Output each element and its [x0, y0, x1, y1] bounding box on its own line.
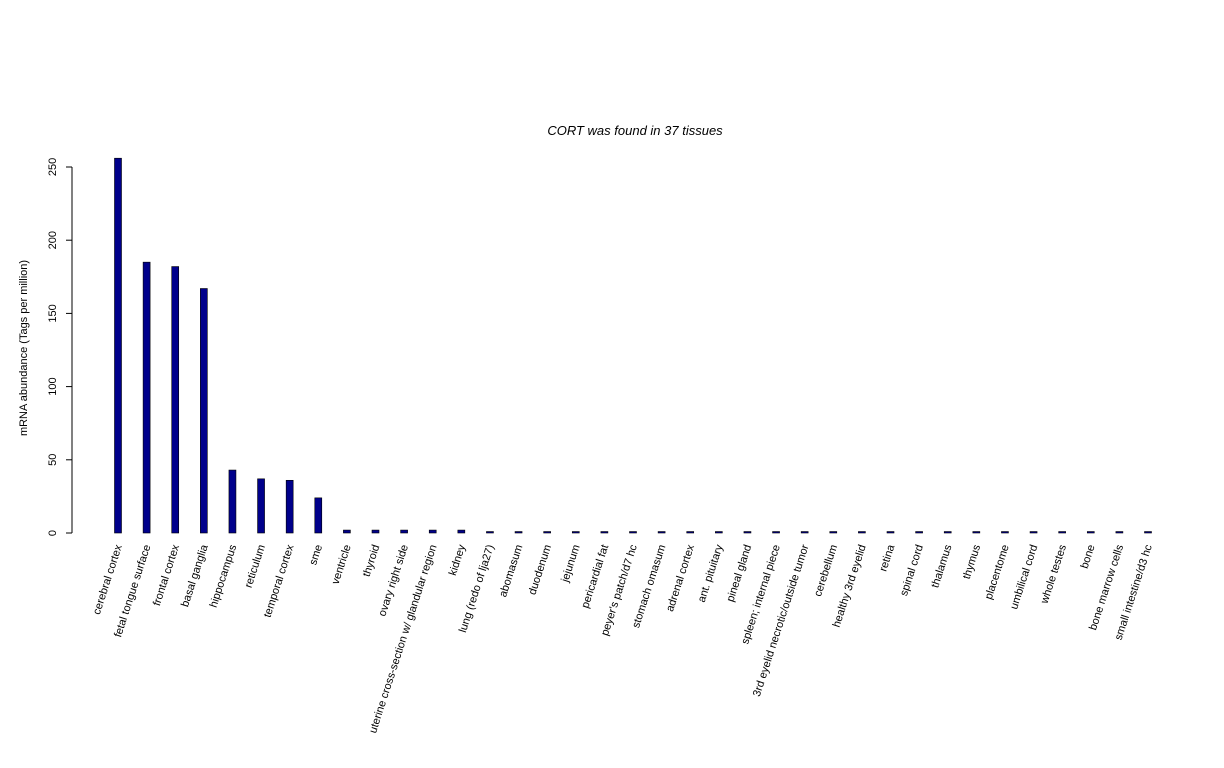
x-tick-label: cerebellum: [812, 543, 840, 598]
y-tick-label: 50: [47, 454, 59, 466]
x-tick-label: bone: [1079, 543, 1098, 570]
x-tick-label: placentome: [983, 543, 1012, 601]
bar: [314, 497, 323, 534]
bar: [629, 531, 637, 534]
x-tick-label: spinal cord: [898, 543, 926, 597]
x-tick-label: cerebral cortex: [91, 543, 125, 616]
x-tick-label: umbilical cord: [1008, 543, 1040, 611]
bar: [829, 531, 838, 534]
x-tick-label: 3rd eyelid necrotic/outside tumor: [751, 543, 812, 698]
bar: [772, 531, 780, 534]
bar: [400, 529, 408, 534]
bar: [285, 479, 294, 534]
bar: [1086, 531, 1095, 534]
x-tick-label: adrenal cortex: [664, 543, 697, 613]
x-tick-label: whole testes: [1038, 543, 1069, 606]
bar: [886, 531, 895, 534]
y-tick-label: 150: [47, 304, 59, 322]
bar: [915, 531, 923, 534]
bar: [228, 469, 237, 534]
bar: [457, 529, 466, 534]
bar: [571, 531, 580, 534]
bar: [972, 531, 981, 534]
x-tick-label: temporal cortex: [262, 543, 297, 619]
y-tick-label: 200: [47, 231, 59, 249]
bar: [200, 288, 208, 534]
y-axis-label: mRNA abundance (Tags per million): [18, 260, 30, 436]
bar: [1001, 531, 1009, 534]
bar: [800, 531, 809, 534]
bar: [1058, 531, 1066, 534]
bar: [1144, 531, 1152, 534]
bar: [600, 531, 609, 534]
bar: [743, 531, 752, 534]
bar: [543, 531, 551, 534]
x-tick-label: thymus: [961, 543, 984, 581]
bar: [858, 531, 866, 534]
y-tick-label: 250: [47, 158, 59, 176]
x-tick-label: sme: [307, 543, 325, 566]
bar: [257, 478, 265, 534]
x-tick-label: duodenum: [527, 543, 554, 596]
bar: [343, 529, 351, 534]
bar: [943, 531, 952, 534]
bar: [686, 531, 695, 534]
bar: [514, 531, 523, 534]
x-tick-label: thyroid: [361, 543, 383, 578]
bar: [142, 261, 151, 534]
x-tick-label: jejunum: [559, 543, 583, 584]
bar: [486, 531, 494, 534]
x-tick-label: ovary right side: [377, 543, 411, 618]
bar: [171, 266, 180, 534]
x-tick-label: pineal gland: [725, 543, 755, 603]
chart-title: CORT was found in 37 tissues: [547, 123, 723, 138]
bar: [428, 529, 437, 534]
x-tick-label: pericardial fat: [579, 543, 611, 610]
x-tick-label: frontal cortex: [151, 543, 182, 608]
x-tick-label: retina: [877, 542, 897, 573]
bar: [371, 529, 380, 534]
x-tick-label: kidney: [447, 543, 468, 577]
x-tick-label: ant. pituitary: [696, 543, 726, 604]
x-tick-label: thalamus: [929, 543, 954, 590]
bar: [1115, 531, 1124, 534]
x-tick-label: ventricle: [330, 543, 354, 586]
bar: [1029, 531, 1038, 534]
bar: [715, 531, 723, 534]
x-tick-label: basal ganglia: [179, 542, 211, 608]
x-tick-label: hippocampus: [208, 543, 240, 609]
x-tick-label: abomasum: [497, 543, 525, 598]
y-tick-label: 100: [47, 377, 59, 395]
y-tick-label: 0: [47, 530, 59, 536]
x-tick-label: uterine cross-section w/ glandular regio…: [367, 543, 439, 735]
bar: [114, 157, 122, 534]
bar: [657, 531, 666, 534]
x-tick-label: reticulum: [243, 543, 268, 589]
